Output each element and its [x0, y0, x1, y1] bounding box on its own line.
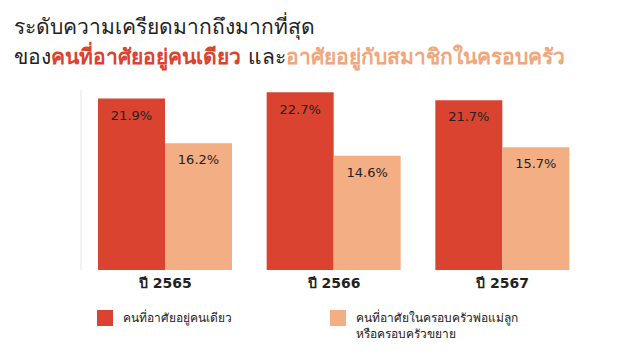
html-text:ระดับความเครียดมากถึงมากที่สุด: ระดับความเครียดมากถึงมากที่สุด — [14, 15, 315, 39]
svg-text:16.2%: 16.2% — [178, 152, 219, 167]
svg-text:22.7%: 22.7% — [280, 102, 321, 117]
svg-text:21.7%: 21.7% — [448, 109, 489, 124]
svg-text:14.6%: 14.6% — [347, 165, 388, 180]
svg-text:15.7%: 15.7% — [515, 156, 556, 171]
html-text:ของ คนที่อาศัยอยู่คนเดียว และ: ของ คนที่อาศัยอยู่คนเดียว และ อาศัยอยู่ก… — [14, 45, 565, 69]
svg-text:21.9%: 21.9% — [111, 108, 152, 123]
svg-text:ปี 2566: ปี 2566 — [307, 275, 361, 291]
html-text:คนที่อาศัยอยู่คนเดียว: คนที่อาศัยอยู่คนเดียว — [123, 311, 232, 325]
svg-text:ปี 2567: ปี 2567 — [475, 275, 529, 291]
html-text:คนที่อาศัยในครอบครัวพ่อแม่ลูก: คนที่อาศัยในครอบครัวพ่อแม่ลูก หรือครอบคร… — [356, 311, 518, 341]
svg-text:ปี 2565: ปี 2565 — [138, 275, 192, 291]
